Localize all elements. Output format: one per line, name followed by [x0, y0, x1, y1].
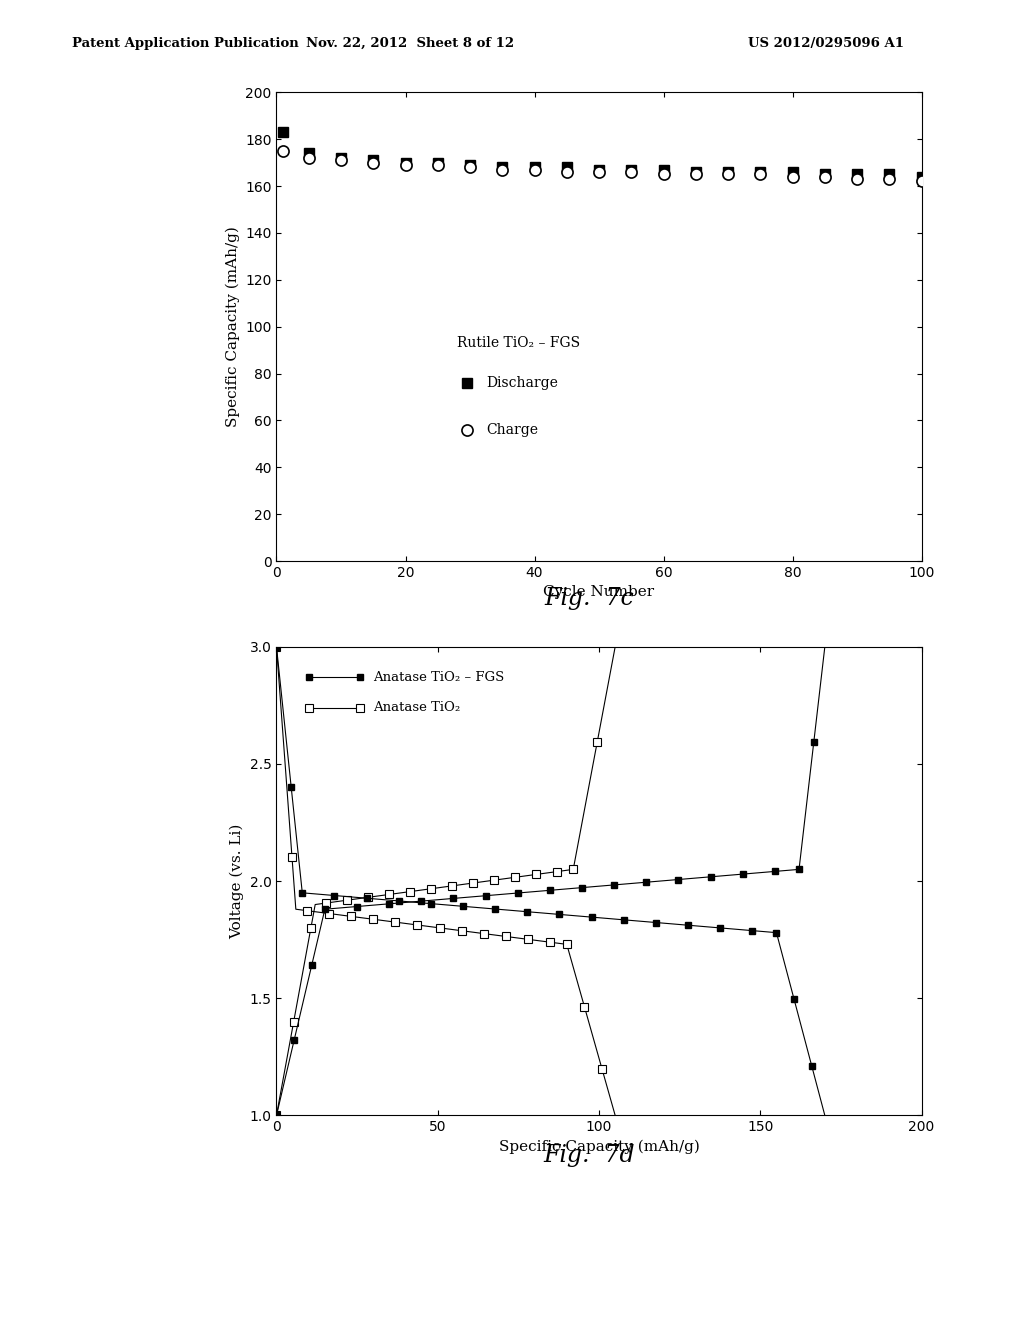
Y-axis label: Specific Capacity (mAh/g): Specific Capacity (mAh/g): [225, 226, 240, 428]
Y-axis label: Voltage (vs. Li): Voltage (vs. Li): [229, 824, 244, 939]
Text: Fig.  7c: Fig. 7c: [544, 587, 634, 610]
Text: Anatase TiO₂: Anatase TiO₂: [374, 701, 461, 714]
Text: US 2012/0295096 A1: US 2012/0295096 A1: [748, 37, 903, 50]
Text: Discharge: Discharge: [486, 376, 558, 389]
X-axis label: Cycle Number: Cycle Number: [544, 585, 654, 599]
Text: Nov. 22, 2012  Sheet 8 of 12: Nov. 22, 2012 Sheet 8 of 12: [305, 37, 514, 50]
Text: Fig.  7d: Fig. 7d: [543, 1144, 635, 1167]
Text: Charge: Charge: [486, 422, 539, 437]
X-axis label: Specific Capacity (mAh/g): Specific Capacity (mAh/g): [499, 1139, 699, 1154]
Text: Anatase TiO₂ – FGS: Anatase TiO₂ – FGS: [374, 671, 505, 684]
Text: Patent Application Publication: Patent Application Publication: [72, 37, 298, 50]
Text: Rutile TiO₂ – FGS: Rutile TiO₂ – FGS: [457, 337, 581, 350]
